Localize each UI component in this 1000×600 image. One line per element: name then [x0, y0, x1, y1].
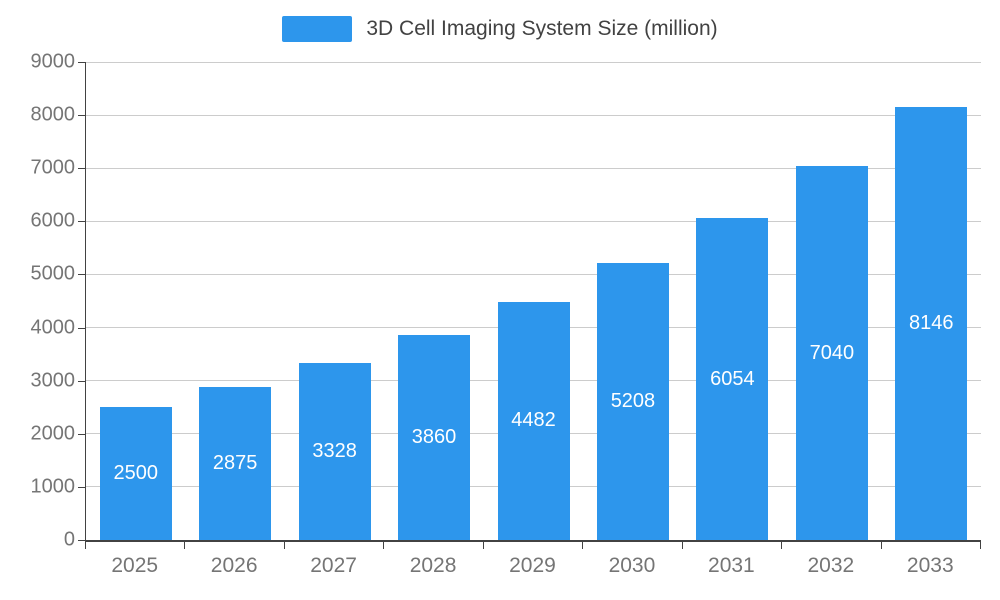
y-tick-mark: [78, 540, 85, 541]
bar: 2500: [99, 407, 172, 540]
x-tick-mark: [582, 542, 584, 549]
bar-value-label: 8146: [909, 312, 954, 335]
y-tick-mark: [78, 274, 85, 276]
bar: 2875: [199, 387, 272, 540]
bar-value-label: 7040: [809, 341, 855, 364]
gridline: [86, 61, 981, 63]
bar: 8146: [895, 107, 968, 540]
x-tick-mark: [980, 542, 981, 549]
y-tick-label: 8000: [30, 103, 76, 126]
x-tick-label: 2029: [509, 554, 556, 577]
legend-label: 3D Cell Imaging System Size (million): [366, 17, 718, 40]
bar-value-label: 5208: [610, 390, 656, 413]
y-tick-mark: [78, 168, 85, 170]
x-tick-mark: [85, 542, 86, 549]
legend: 3D Cell Imaging System Size (million): [0, 16, 1000, 42]
gridline: [86, 220, 981, 222]
y-tick-mark: [78, 327, 85, 329]
x-tick-label: 2028: [409, 554, 457, 577]
bar-value-label: 6054: [710, 367, 755, 390]
bar-value-label: 2875: [212, 452, 258, 475]
gridline: [86, 114, 981, 116]
x-tick-label: 2031: [708, 554, 755, 577]
gridline: [86, 167, 981, 169]
bar-value-label: 4482: [511, 409, 556, 432]
y-tick-mark: [78, 486, 85, 488]
y-tick-label: 4000: [30, 316, 76, 339]
x-tick-mark: [681, 542, 683, 549]
bar: 5208: [596, 263, 669, 540]
x-tick-label: 2032: [807, 554, 855, 577]
y-tick-mark: [78, 433, 85, 435]
x-tick-label: 2030: [608, 554, 656, 577]
plot-area: 2500 2875 3328 3860 4482 5208 6054 7040 8146: [85, 61, 981, 542]
bar-value-label: 2500: [113, 462, 158, 485]
x-tick-mark: [880, 542, 882, 549]
y-tick-label: 5000: [30, 262, 76, 285]
y-tick-mark: [78, 62, 85, 63]
bar: 6054: [696, 218, 769, 540]
x-tick-mark: [184, 542, 186, 549]
bar: 3860: [398, 335, 471, 540]
y-tick-label: 2000: [30, 422, 76, 445]
x-tick-mark: [283, 542, 285, 549]
y-tick-mark: [78, 115, 85, 117]
bar-value-label: 3328: [312, 440, 357, 463]
bar: 3328: [298, 363, 371, 540]
x-tick-label: 2025: [111, 554, 159, 577]
gridline: [86, 273, 981, 275]
y-tick-label: 0: [63, 528, 75, 551]
bar-value-label: 3860: [411, 426, 457, 448]
y-tick-label: 6000: [30, 209, 76, 232]
x-tick-mark: [383, 542, 385, 549]
y-tick-label: 3000: [30, 369, 76, 392]
bar: 4482: [497, 301, 570, 540]
y-tick-label: 1000: [30, 475, 76, 498]
x-tick-mark: [781, 542, 783, 549]
y-tick-mark: [78, 221, 85, 223]
y-tick-mark: [78, 380, 85, 382]
x-tick-mark: [482, 542, 484, 549]
y-tick-label: 7000: [30, 156, 76, 179]
y-tick-label: 9000: [30, 50, 76, 73]
x-tick-label: 2027: [310, 554, 357, 577]
legend-swatch: [282, 16, 353, 42]
x-tick-label: 2033: [906, 554, 954, 577]
x-tick-label: 2026: [210, 554, 258, 577]
bar: 7040: [795, 166, 868, 540]
